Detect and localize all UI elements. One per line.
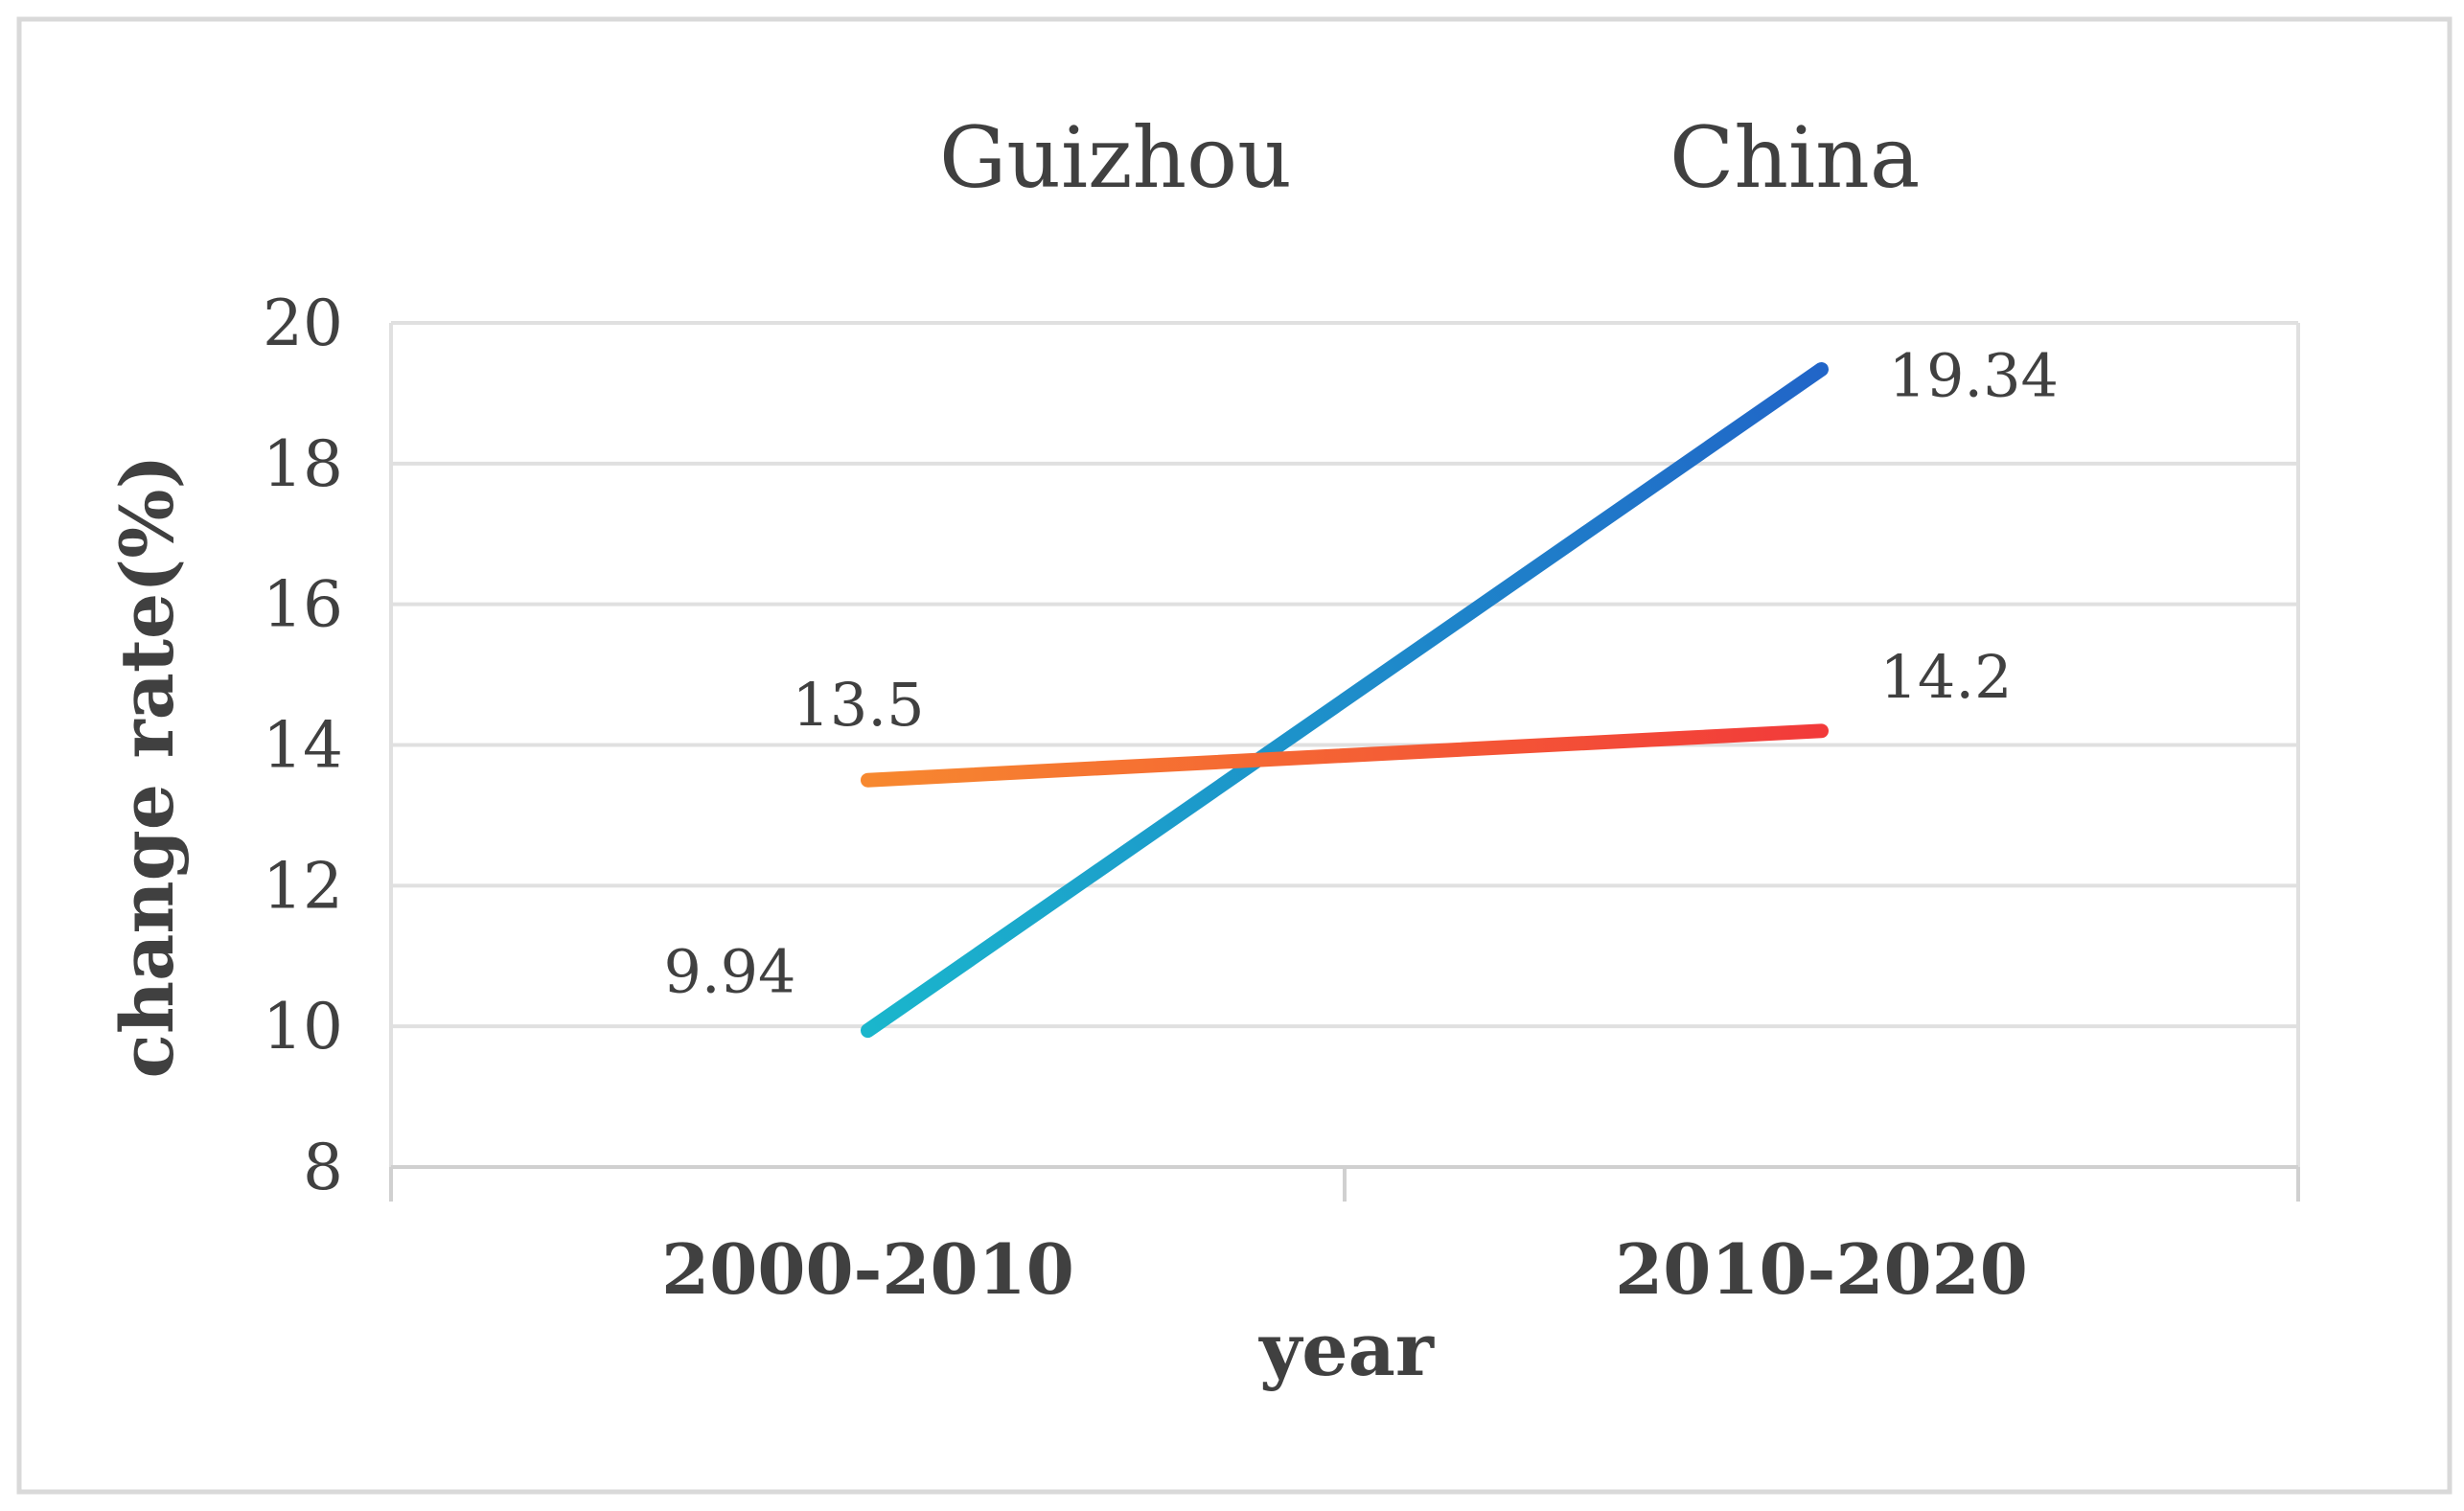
x-axis-tick-labels: 2000-2010 2010-2020 (661, 1228, 2028, 1310)
data-label-guizhou-2000-2010: 9.94 (663, 937, 795, 1007)
series-lines (861, 361, 1829, 1039)
x-tick-label-2010-2020: 2010-2020 (1615, 1228, 2028, 1310)
gridlines (389, 321, 2300, 1167)
x-tick-label-2000-2010: 2000-2010 (661, 1228, 1074, 1310)
y-tick-label-8: 8 (303, 1131, 343, 1204)
data-label-china-2000-2010: 13.5 (792, 670, 924, 740)
y-tick-label-16: 16 (263, 568, 343, 642)
axes (389, 1165, 2300, 1202)
y-tick-label-14: 14 (263, 709, 343, 783)
legend-label-guizhou: Guizhou (939, 108, 1292, 207)
data-label-china-2010-2020: 14.2 (1879, 642, 2012, 712)
legend-label-china: China (1670, 108, 1920, 207)
series-line-china (861, 723, 1829, 788)
y-tick-label-18: 18 (263, 427, 343, 501)
y-tick-label-20: 20 (263, 286, 343, 360)
y-axis-tick-labels: 8 10 12 14 16 18 20 (263, 286, 343, 1204)
y-axis-title: change rate(%) (104, 455, 190, 1079)
data-label-guizhou-2010-2020: 19.34 (1889, 340, 2060, 410)
legend: Guizhou China (740, 108, 1920, 207)
series-line-guizhou (861, 361, 1829, 1039)
y-tick-label-12: 12 (263, 849, 343, 923)
y-tick-label-10: 10 (263, 990, 343, 1064)
data-labels: 9.94 19.34 13.5 14.2 (663, 340, 2059, 1006)
x-axis-title: year (1258, 1307, 1435, 1392)
